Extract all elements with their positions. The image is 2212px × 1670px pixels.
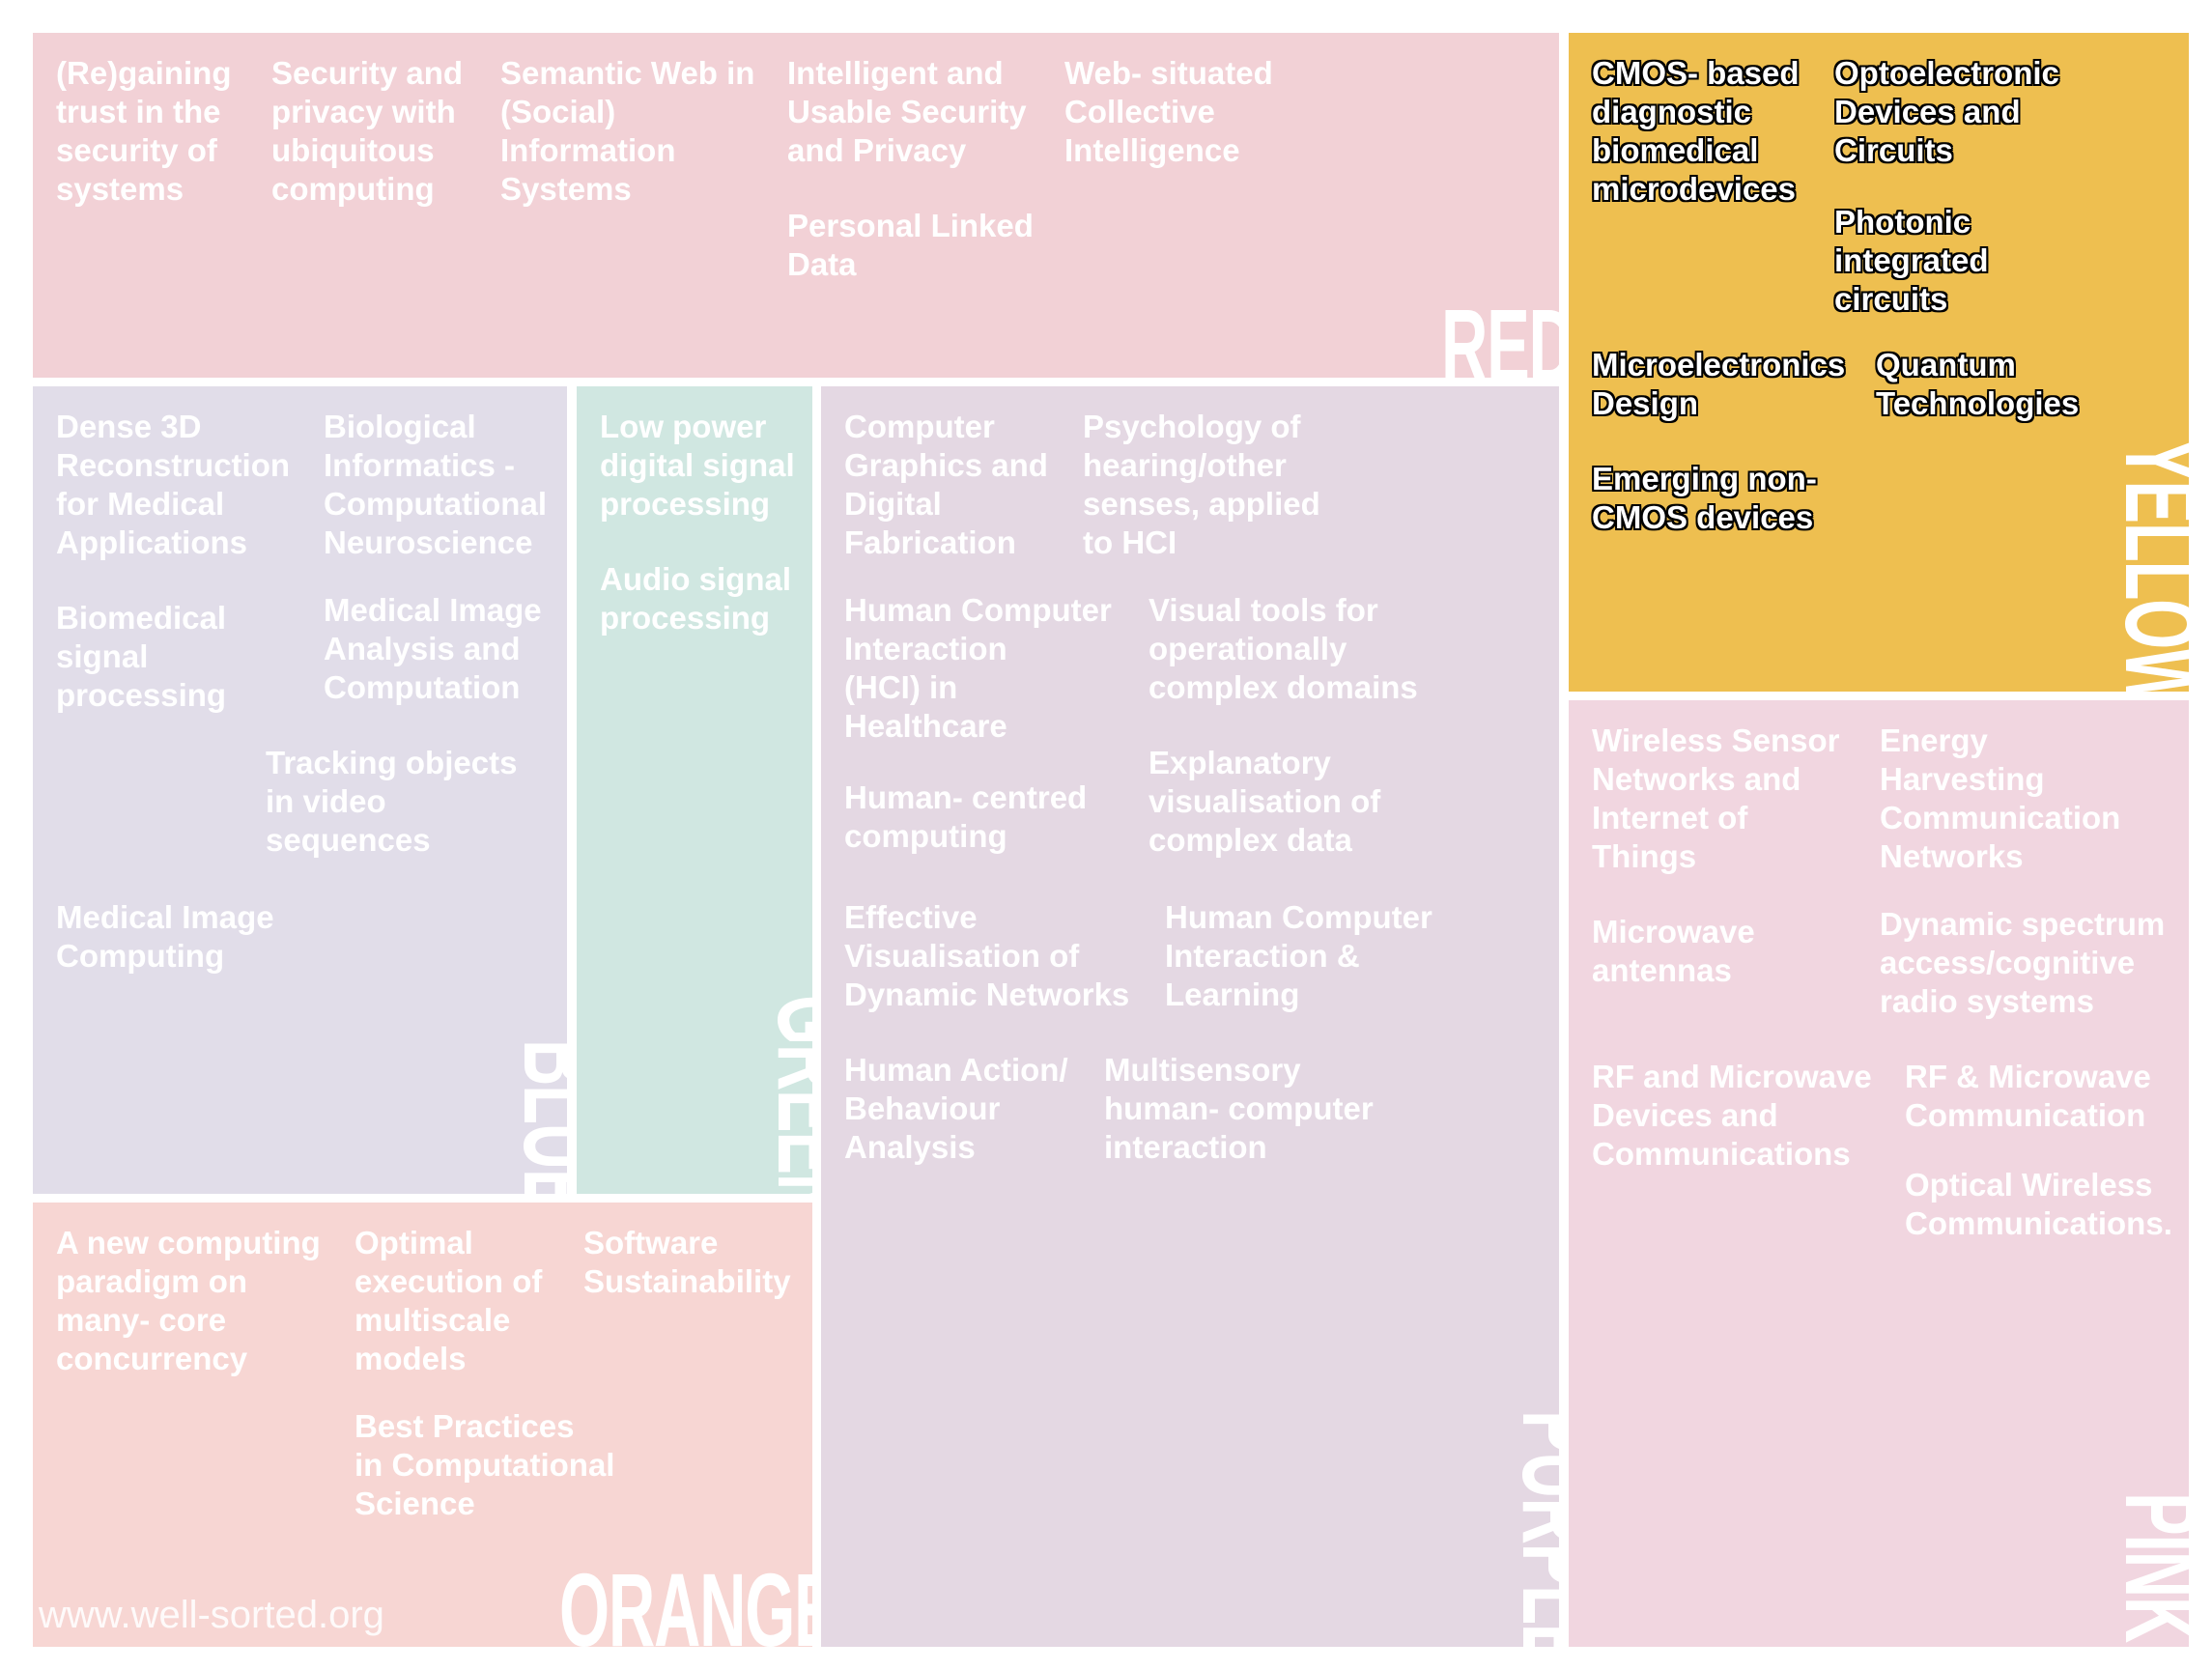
topic-label: Personal Linked Data bbox=[787, 208, 1034, 282]
topic-label: Effective Visualisation of Dynamic Netwo… bbox=[844, 899, 1130, 1012]
blue-panel: Dense 3D Reconstruction for Medical Appl… bbox=[33, 386, 567, 1194]
panel-label: PINK bbox=[2104, 1492, 2189, 1643]
topic-label: Computer Graphics and Digital Fabricatio… bbox=[844, 409, 1048, 560]
topic-label: Biological Informatics - Computational N… bbox=[324, 409, 547, 560]
topic-label: Human Computer Interaction (HCI) in Heal… bbox=[844, 592, 1112, 744]
red-panel: (Re)gaining trust in the security of sys… bbox=[33, 33, 1559, 378]
orange-panel: A new computing paradigm on many- core c… bbox=[33, 1203, 812, 1647]
purple-panel: Computer Graphics and Digital Fabricatio… bbox=[821, 386, 1559, 1647]
panel-label: PURPLE bbox=[1501, 1410, 1559, 1647]
topic-label: Semantic Web in (Social) Information Sys… bbox=[500, 55, 755, 207]
pink-panel: Wireless Sensor Networks and Internet of… bbox=[1569, 700, 2189, 1647]
topic-label: Biomedical signal processing bbox=[56, 600, 227, 713]
topic-label: Multisensory human- computer interaction bbox=[1104, 1052, 1374, 1165]
topic-label: Optoelectronic Devices and Circuits bbox=[1834, 55, 2059, 168]
yellow-panel: CMOS- based diagnostic biomedical microd… bbox=[1569, 33, 2189, 692]
topic-label: Dynamic spectrum access/cognitive radio … bbox=[1880, 906, 2166, 1019]
topic-label: RF and Microwave Devices and Communicati… bbox=[1592, 1059, 1872, 1172]
topic-label: Optimal execution of multiscale models bbox=[354, 1225, 543, 1376]
topic-label: Photonic integrated circuits bbox=[1834, 204, 1989, 317]
topic-label: Energy Harvesting Communication Networks bbox=[1880, 722, 2121, 874]
topic-label: Psychology of hearing/other senses, appl… bbox=[1083, 409, 1320, 560]
topic-label: Low power digital signal processing bbox=[600, 409, 795, 522]
topic-label: Medical Image Analysis and Computation bbox=[324, 592, 542, 705]
topic-label: Security and privacy with ubiquitous com… bbox=[271, 55, 464, 207]
panel-label: BLUE bbox=[502, 1039, 567, 1194]
panel-label: RED bbox=[1441, 287, 1559, 379]
topic-label: Intelligent and Usable Security and Priv… bbox=[787, 55, 1027, 168]
topic-label: Visual tools for operationally complex d… bbox=[1149, 592, 1418, 705]
topic-label: Human Computer Interaction & Learning bbox=[1165, 899, 1432, 1012]
topic-label: Dense 3D Reconstruction for Medical Appl… bbox=[56, 409, 291, 560]
topic-label: A new computing paradigm on many- core c… bbox=[56, 1225, 321, 1376]
topic-label: CMOS- based diagnostic biomedical microd… bbox=[1592, 55, 1800, 207]
topic-label: Software Sustainability bbox=[583, 1225, 791, 1299]
topic-label: RF & Microwave Communication bbox=[1905, 1059, 2151, 1133]
panel-label: GREEN bbox=[756, 995, 812, 1194]
topic-label: Human- centred computing bbox=[844, 779, 1088, 854]
watermark: www.well-sorted.org bbox=[39, 1594, 384, 1636]
topic-label: Human Action/ Behaviour Analysis bbox=[844, 1052, 1068, 1165]
panel-label: YELLOW bbox=[2104, 439, 2189, 692]
panel-label: ORANGE bbox=[559, 1551, 812, 1648]
green-panel: Low power digital signal processing Audi… bbox=[577, 386, 812, 1194]
topic-label: Wireless Sensor Networks and Internet of… bbox=[1592, 722, 1840, 874]
topic-label: Microelectronics Design bbox=[1592, 347, 1846, 421]
topic-label: Quantum Technologies bbox=[1876, 347, 2080, 421]
topic-label: Optical Wireless Communications. bbox=[1905, 1167, 2172, 1241]
topic-label: Tracking objects in video sequences bbox=[266, 745, 518, 858]
topic-label: Microwave antennas bbox=[1592, 914, 1755, 988]
topic-label: Audio signal processing bbox=[600, 561, 791, 636]
topic-label: Explanatory visualisation of complex dat… bbox=[1149, 745, 1381, 858]
topic-label: Emerging non- CMOS devices bbox=[1592, 461, 1817, 535]
topic-label: Web- situated Collective Intelligence bbox=[1064, 55, 1273, 168]
topic-label: Medical Image Computing bbox=[56, 899, 274, 974]
topic-label: (Re)gaining trust in the security of sys… bbox=[56, 55, 232, 207]
topic-label: Best Practices in Computational Science bbox=[354, 1408, 615, 1521]
